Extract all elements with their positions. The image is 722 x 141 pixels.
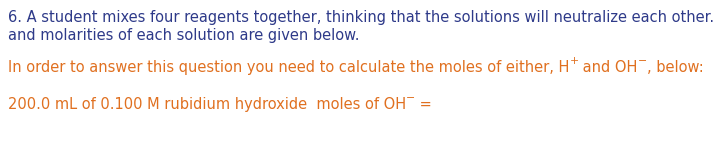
Text: In order to answer this question you need to calculate the moles of either, H: In order to answer this question you nee… [8, 60, 570, 75]
Text: −: − [406, 93, 415, 103]
Text: 6. A student mixes four reagents together, thinking that the solutions will neut: 6. A student mixes four reagents togethe… [8, 10, 722, 25]
Text: and molarities of each solution are given below.: and molarities of each solution are give… [8, 28, 360, 43]
Text: and OH: and OH [578, 60, 638, 75]
Text: +: + [570, 56, 578, 66]
Text: −: − [638, 56, 647, 66]
Text: 200.0 mL of 0.100 M rubidium hydroxide  moles of OH: 200.0 mL of 0.100 M rubidium hydroxide m… [8, 97, 406, 112]
Text: =: = [415, 97, 432, 112]
Text: , below:: , below: [647, 60, 704, 75]
